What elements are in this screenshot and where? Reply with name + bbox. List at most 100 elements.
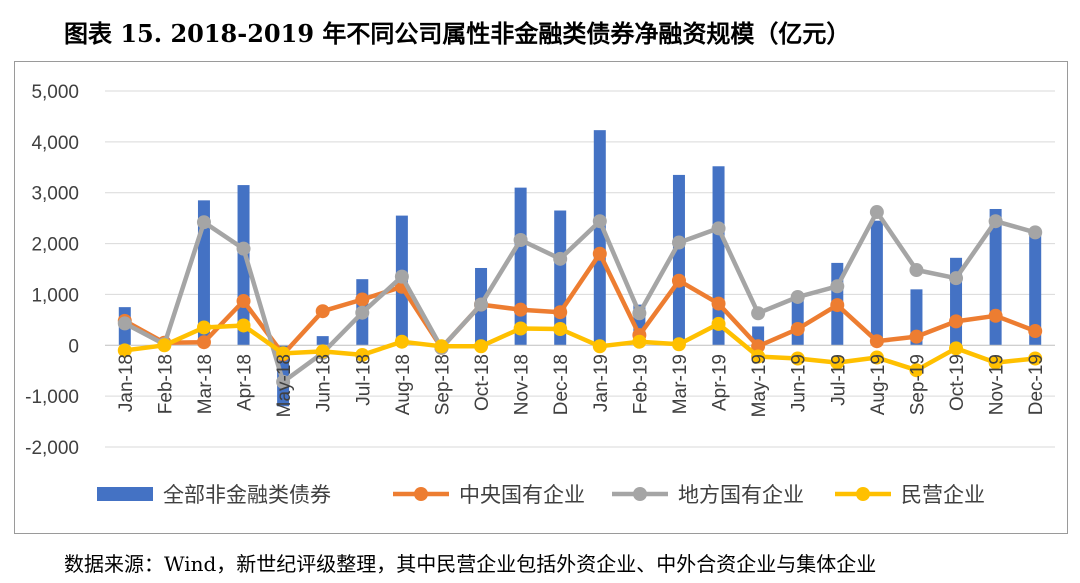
data-point: [355, 292, 370, 307]
data-point: [434, 339, 449, 354]
data-point: [592, 214, 607, 229]
data-point: [869, 350, 884, 365]
x-tick-label: Dec-18: [551, 354, 572, 415]
data-point: [711, 316, 726, 331]
data-point: [117, 316, 132, 331]
data-point: [632, 306, 647, 321]
x-tick-label: Aug-18: [393, 354, 414, 415]
data-point: [355, 305, 370, 320]
data-point: [196, 335, 211, 350]
data-point: [988, 308, 1003, 323]
legend-item: 全部非金融类债券: [97, 483, 331, 507]
legend-marker: [856, 487, 870, 501]
bar: [316, 336, 329, 346]
data-point: [1028, 324, 1043, 339]
data-point: [632, 334, 647, 349]
y-tick-label: -1,000: [25, 387, 79, 408]
data-point: [513, 233, 528, 248]
x-tick-label: Nov-18: [512, 354, 533, 415]
legend: 全部非金融类债券 中央国有企业 地方国有企业 民营企业: [97, 483, 985, 507]
data-point: [474, 297, 489, 312]
data-point: [909, 329, 924, 344]
data-point: [830, 355, 845, 370]
data-point: [592, 339, 607, 354]
x-tick-label: Apr-18: [235, 354, 256, 411]
data-point: [236, 241, 251, 256]
data-point: [276, 346, 291, 361]
data-point: [790, 351, 805, 366]
x-tick-label: May-18: [274, 354, 295, 417]
bar: [870, 220, 883, 346]
data-point: [869, 205, 884, 220]
grid-lines: [105, 90, 1055, 448]
y-tick-label: 3,000: [31, 184, 79, 205]
line-series: [117, 205, 1043, 389]
bar: [593, 130, 606, 346]
data-point: [830, 298, 845, 313]
legend-label: 中央国有企业: [459, 483, 585, 507]
data-point: [909, 263, 924, 278]
x-tick-label: Nov-19: [987, 354, 1008, 415]
y-tick-label: 5,000: [31, 82, 79, 103]
data-point: [751, 339, 766, 354]
chart-frame: -2,000 -1,000 0 1,000 2,000 3,000 4,000 5,000 J…: [14, 61, 1068, 534]
x-tick-label: Dec-19: [1026, 354, 1047, 415]
legend-label: 民营企业: [901, 483, 985, 507]
data-point: [592, 246, 607, 261]
x-tick-label: Jan-18: [116, 354, 137, 412]
data-point: [276, 374, 291, 389]
data-point: [671, 273, 686, 288]
data-point: [513, 321, 528, 336]
x-tick-label: Oct-19: [947, 354, 968, 411]
data-point: [474, 339, 489, 354]
data-point: [236, 318, 251, 333]
data-point: [830, 279, 845, 294]
y-tick-label: -2,000: [25, 438, 79, 459]
data-point: [988, 214, 1003, 229]
bar: [672, 174, 685, 346]
y-tick-label: 4,000: [31, 133, 79, 154]
legend-label: 地方国有企业: [678, 483, 804, 507]
data-point: [157, 338, 172, 353]
x-tick-label: Aug-19: [868, 354, 889, 415]
source-note: 数据来源：Wind，新世纪评级整理，其中民营企业包括外资企业、中外合资企业与集体…: [64, 552, 877, 576]
x-tick-label: Oct-18: [472, 354, 493, 411]
data-point: [671, 235, 686, 250]
data-point: [711, 221, 726, 236]
legend-item: 民营企业: [835, 483, 985, 507]
data-point: [553, 322, 568, 337]
x-tick-label: Feb-18: [155, 354, 176, 414]
data-point: [394, 334, 409, 349]
data-point: [869, 334, 884, 349]
legend-marker: [414, 487, 428, 501]
x-tick-label: Jun-19: [789, 354, 810, 412]
data-point: [949, 314, 964, 329]
data-point: [553, 251, 568, 266]
x-tick-label: May-19: [749, 354, 770, 417]
data-point: [513, 302, 528, 317]
series-line: [124, 321, 1036, 373]
data-point: [909, 363, 924, 378]
data-point: [117, 343, 132, 358]
data-point: [790, 322, 805, 337]
x-tick-label: Feb-19: [630, 354, 651, 414]
x-tick-label: Mar-18: [195, 354, 216, 414]
data-point: [1028, 225, 1043, 240]
x-axis-ticks: Jan-18 Feb-18 Mar-18 Apr-18 May-18 Jun-18 Jul-…: [116, 354, 1047, 417]
x-tick-label: Jul-19: [828, 354, 849, 406]
series-line: [123, 209, 1036, 385]
data-point: [671, 337, 686, 352]
legend-label: 全部非金融类债券: [163, 483, 331, 507]
data-point: [949, 271, 964, 286]
legend-marker: [633, 487, 647, 501]
x-tick-label: Jan-19: [591, 354, 612, 412]
legend-item: 中央国有企业: [393, 483, 585, 507]
data-point: [196, 320, 211, 335]
y-tick-label: 2,000: [31, 235, 79, 256]
x-tick-label: Sep-18: [432, 354, 453, 415]
bar: [1029, 233, 1042, 346]
data-point: [711, 296, 726, 311]
y-tick-label: 1,000: [31, 285, 79, 306]
data-point: [553, 305, 568, 320]
chart-svg: -2,000 -1,000 0 1,000 2,000 3,000 4,000 5,000 J…: [25, 82, 1055, 507]
